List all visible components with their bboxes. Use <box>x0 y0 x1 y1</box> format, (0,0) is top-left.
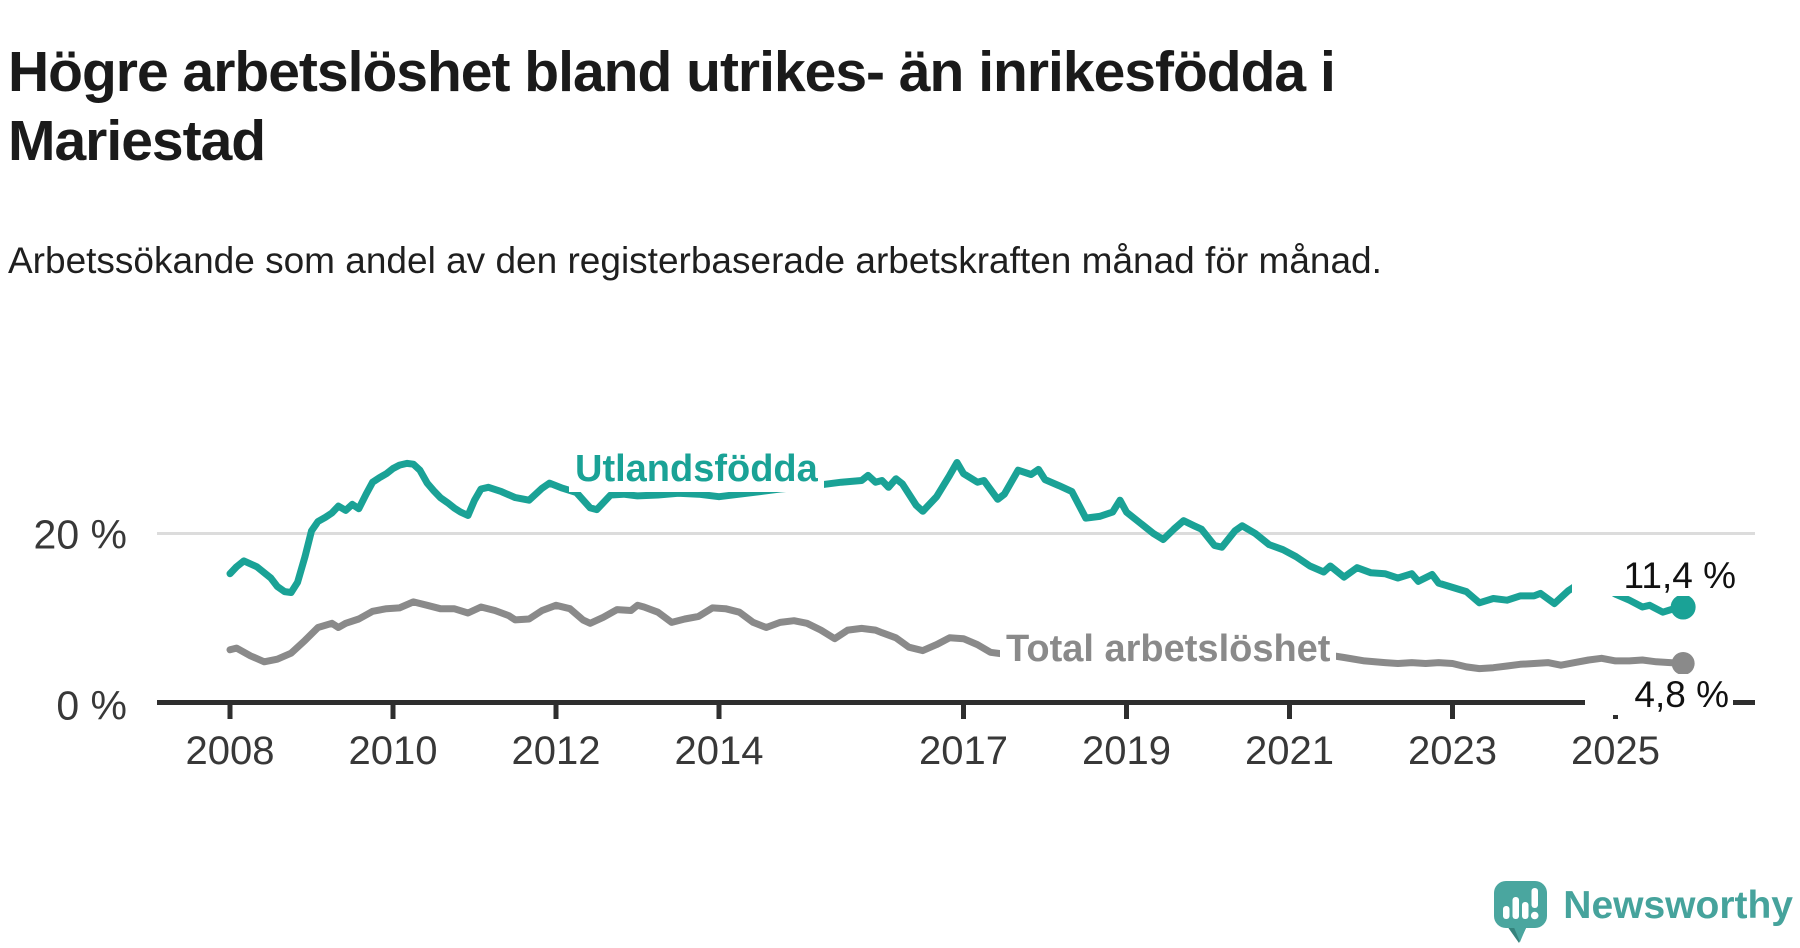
x-axis-tick-labels: 2008 2010 2012 2014 2017 2019 2021 2023 2025 <box>186 729 1660 773</box>
x-tick-label: 2012 <box>512 729 601 773</box>
y-tick-label: 20 % <box>34 512 127 558</box>
series-line-total <box>226 598 1687 673</box>
series-label-total-arbetsloshet: Total arbetslöshet <box>1000 626 1337 672</box>
series-endpoint-dots <box>1670 594 1696 675</box>
chart-subtitle: Arbetssökande som andel av den registerb… <box>8 240 1382 281</box>
x-axis-ticks <box>227 703 1618 719</box>
x-tick-label: 2017 <box>919 729 1008 773</box>
series-label-utlandsfodda: Utlandsfödda <box>569 446 824 492</box>
y-axis-tick-labels: 0 % 20 % <box>34 512 127 729</box>
x-tick-label: 2021 <box>1245 729 1334 773</box>
x-tick-label: 2019 <box>1082 729 1171 773</box>
y-tick-label: 0 % <box>56 683 127 729</box>
end-value-label-total: 4,8 % <box>1585 674 1733 715</box>
endpoint-dot-utlandsfodda <box>1670 594 1696 620</box>
end-value-label-utlandsfodda: 11,4 % <box>1572 555 1740 596</box>
newsworthy-wordmark: Newsworthy <box>1563 883 1793 927</box>
x-tick-label: 2025 <box>1571 729 1660 773</box>
x-tick-label: 2014 <box>675 729 764 773</box>
chart-title: Högre arbetslöshet bland utrikes- än inr… <box>8 40 1336 173</box>
series-lines <box>226 459 1687 673</box>
x-tick-label: 2023 <box>1408 729 1497 773</box>
newsworthy-logo[interactable]: Newsworthy <box>1493 880 1793 944</box>
newsworthy-icon <box>1494 881 1548 943</box>
series-line-utlandsfodda <box>226 459 1687 616</box>
x-tick-label: 2008 <box>186 729 275 773</box>
endpoint-dot-total <box>1671 651 1695 675</box>
x-tick-label: 2010 <box>349 729 438 773</box>
